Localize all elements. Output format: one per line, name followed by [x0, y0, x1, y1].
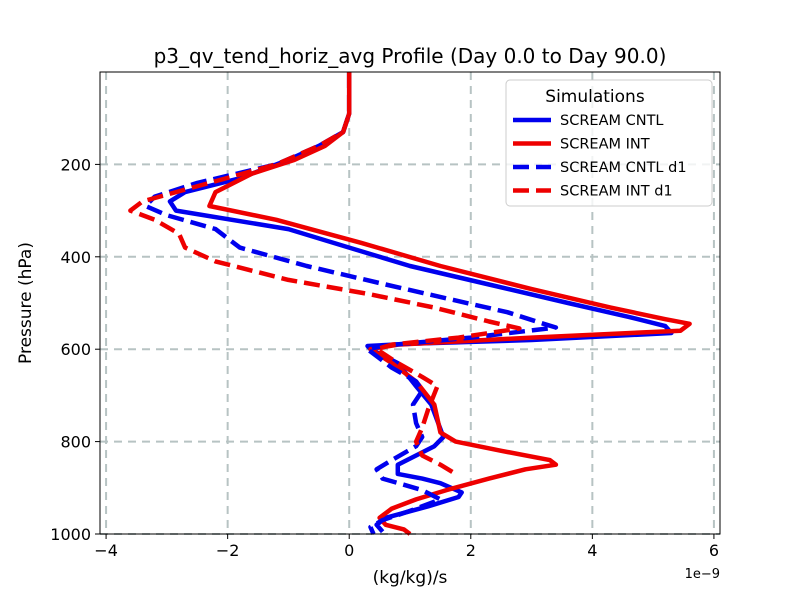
- x-tick-label: 2: [466, 541, 476, 560]
- legend-entries: SCREAM CNTL SCREAM INT SCREAM CNTL d1 SCREA…: [513, 113, 687, 200]
- series-lines: [128, 72, 692, 536]
- series-line-scream-int-d1: [128, 72, 522, 476]
- y-tick-label: 800: [60, 433, 91, 452]
- x-tick-label: 0: [344, 541, 354, 560]
- x-tick-label: −2: [216, 541, 240, 560]
- legend-label: SCREAM CNTL: [560, 113, 664, 129]
- legend-label: SCREAM INT d1: [560, 184, 673, 200]
- y-tick-label: 400: [60, 248, 91, 267]
- legend-title: Simulations: [545, 87, 645, 107]
- x-tick-label: −4: [94, 541, 118, 560]
- legend-label: SCREAM INT: [560, 137, 650, 153]
- x-tick-label: 4: [587, 541, 597, 560]
- y-tick-label: 600: [60, 340, 91, 359]
- legend-label: SCREAM CNTL d1: [560, 160, 687, 176]
- axis-ticks: −4 −2 0 2 4 6 200 400 600 800 1000: [50, 155, 719, 560]
- y-tick-label: 1000: [50, 525, 91, 544]
- legend-frame: [505, 79, 713, 207]
- y-tick-label: 200: [60, 155, 91, 174]
- x-axis-label: (kg/kg)/s: [373, 568, 448, 588]
- x-tick-label: 6: [709, 541, 719, 560]
- chart-title: p3_qv_tend_horiz_avg Profile (Day 0.0 to…: [154, 44, 667, 68]
- series-line-scream-cntl-d1: [143, 72, 559, 535]
- y-axis-label: Pressure (hPa): [16, 242, 36, 364]
- x-axis-offset-text: 1e−9: [685, 567, 720, 582]
- plot-frame: [99, 71, 721, 535]
